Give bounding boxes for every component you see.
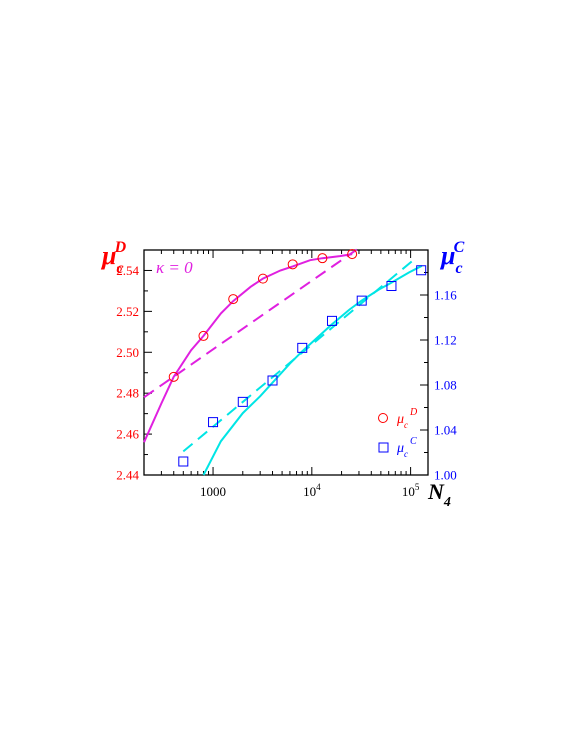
legend-label-mu-d-main: μ [396,412,404,427]
kappa-annotation: κ = 0 [156,258,193,277]
left-tick-label: 2.48 [116,386,139,401]
right-tick-label: 1.04 [434,423,457,438]
left-axis-title-sup: D [114,239,127,256]
right-axis-title: μcC [439,239,465,277]
x-tick-label-exp: 4 [316,482,321,492]
x-tick-label: 104 [303,482,321,499]
mu-d-fit-solid [143,253,353,443]
left-tick-label: 2.54 [116,263,139,278]
mu-c-point [297,342,308,353]
fit-curves [143,247,423,476]
legend-label-mu-c-main: μ [396,441,404,456]
mu-d-point [257,273,268,284]
mu-c-point [386,281,397,291]
mu-d-point [228,294,239,305]
legend-label-mu-c-sub: c [404,449,408,459]
mu-c-fit-solid [202,264,423,476]
legend-marker-square [378,442,389,453]
mu-c-point [326,315,337,326]
right-tick-label: 1.08 [434,378,457,393]
mu-c-point [267,375,278,386]
left-axis-title-sub: c [116,260,123,277]
x-axis-title: N4 [427,479,451,510]
legend-label-mu-c-sup: C [410,436,417,447]
left-axis-title-main: μ [100,241,116,270]
x-tick-label-base: 1000 [200,484,226,499]
mu-d-point [198,330,209,341]
mu-d-fit-dashed [143,247,360,399]
mu-d-point [317,253,328,264]
x-tick-label-exp: 5 [415,482,420,492]
axis-ticks [143,249,428,476]
right-axis-title-main: μ [439,241,455,270]
x-tick-label: 105 [402,482,420,499]
legend-label-mu-c: μcC [396,436,417,459]
mu-d-point [347,249,358,260]
right-tick-label: 1.16 [434,288,457,303]
x-tick-label: 1000 [200,484,226,499]
mu-c-point [416,265,427,276]
legend-label-mu-d-sub: c [404,420,408,430]
left-tick-label: 2.44 [116,468,139,483]
tick-labels: 1000 104 1052.442.462.482.502.522.541.001.… [116,263,457,499]
mu-c-point [237,396,248,407]
right-tick-label: 1.12 [434,333,457,348]
mu-d-point [287,259,298,270]
x-tick-label-base: 10 [402,484,415,499]
mu-c-point [208,417,219,428]
x-axis-title-main: N [427,479,445,504]
mu-c-fit-dashed [182,258,416,453]
mu-c-point [356,295,367,306]
left-tick-label: 2.46 [116,427,139,442]
x-tick-label-base: 10 [303,484,316,499]
legend-label-mu-d: μcD [396,407,418,430]
left-tick-label: 2.50 [116,345,139,360]
legend-marker-circle [378,413,388,423]
right-tick-label: 1.00 [434,468,457,483]
left-tick-label: 2.52 [116,304,139,319]
x-axis-title-sub: 4 [443,495,451,510]
plot-frame [143,249,429,476]
right-axis-title-sub: c [455,260,462,277]
data-points [168,249,427,467]
legend: μcD μcC [378,407,418,459]
right-axis-title-sup: C [454,239,465,256]
left-axis-title: μcD [100,239,127,277]
mu-c-point [178,456,189,467]
legend-label-mu-d-sup: D [409,407,418,418]
mu-d-point [168,371,179,382]
